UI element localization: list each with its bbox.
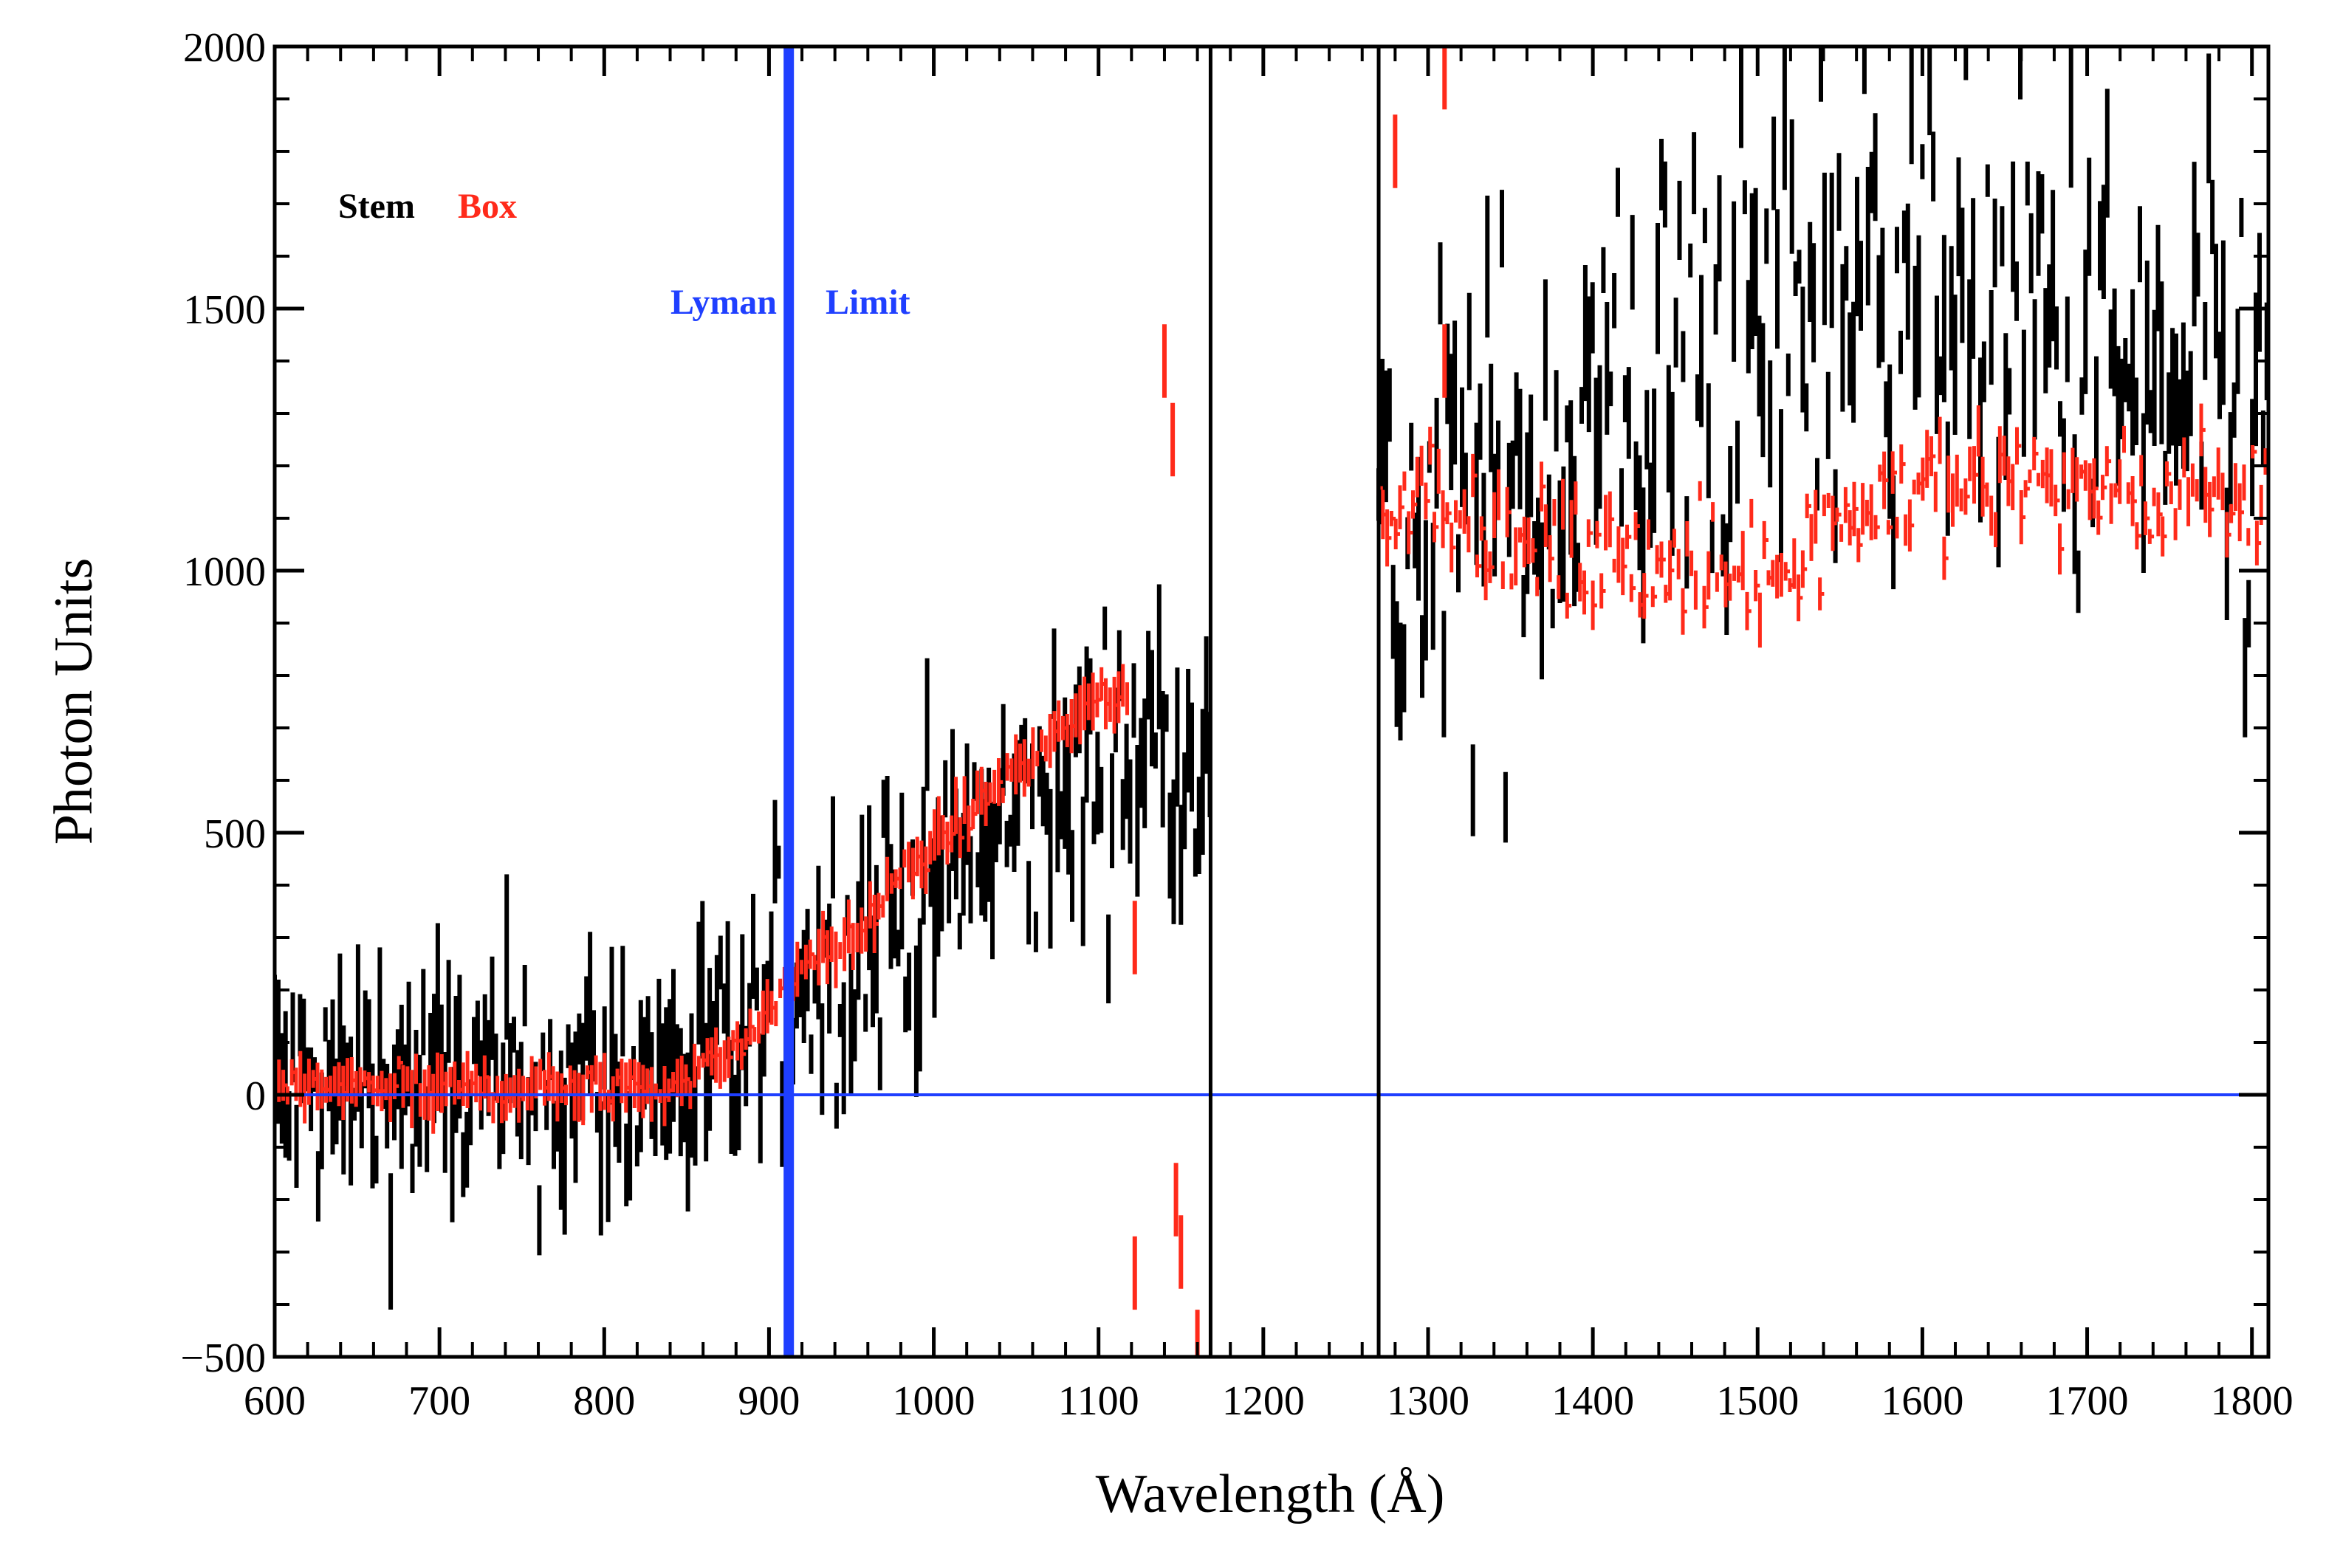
y-tick-label: −500	[180, 1335, 266, 1381]
x-tick-label: 1100	[1058, 1378, 1139, 1424]
x-tick-label: 1400	[1551, 1378, 1634, 1424]
x-tick-label: 1800	[2211, 1378, 2294, 1424]
y-axis-title: Photon Units	[44, 558, 104, 845]
x-tick-label: 1200	[1222, 1378, 1305, 1424]
series-stem	[275, 47, 2268, 1310]
axes: 600 700 800 900 1000 1100 1200 1300 1400 1500 1600…	[180, 25, 2293, 1424]
x-tick-label: 1700	[2046, 1378, 2129, 1424]
y-tick-label: 0	[245, 1073, 266, 1119]
x-tick-label: 900	[738, 1378, 800, 1424]
x-axis-title: Wavelength (Å)	[1096, 1464, 1445, 1524]
x-tick-label: 1500	[1716, 1378, 1799, 1424]
y-tick-label: 1500	[183, 287, 266, 333]
limit-label: Limit	[826, 283, 910, 322]
y-tick-label: 2000	[183, 25, 266, 71]
legend-box: Box	[458, 187, 517, 226]
labels: Wavelength (Å) Photon Units Stem Box Lym…	[44, 187, 1444, 1524]
x-tick-label: 1300	[1387, 1378, 1469, 1424]
x-tick-label: 700	[408, 1378, 470, 1424]
y-tick-label: 500	[204, 811, 266, 857]
x-tick-label: 600	[244, 1378, 306, 1424]
legend-stem: Stem	[338, 187, 415, 226]
x-tick-label: 800	[573, 1378, 635, 1424]
reference-lines	[275, 47, 2268, 1357]
x-tick-label: 1600	[1881, 1378, 1963, 1424]
lyman-label: Lyman	[670, 283, 777, 322]
y-tick-label: 1000	[183, 549, 266, 595]
x-tick-label: 1000	[893, 1378, 975, 1424]
data-layer	[275, 47, 2268, 1357]
plot-frame	[272, 44, 2271, 1359]
